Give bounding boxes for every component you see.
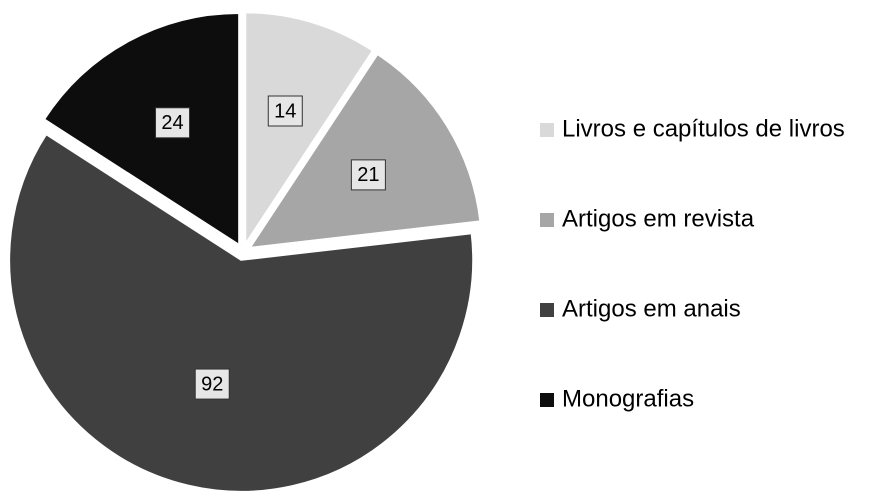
legend-swatch [540,213,554,227]
data-label-box [350,159,386,191]
data-label-box [194,368,230,400]
legend-label: Artigos em revista [562,205,755,232]
legend-label: Artigos em anais [562,295,741,322]
pie-slice [247,52,482,250]
pie-slice [244,11,375,248]
data-label: 24 [161,112,183,134]
data-label-box [155,107,191,139]
pie-slice [8,132,475,493]
data-label-box [267,95,303,127]
legend-swatch [540,303,554,317]
legend-swatch [540,393,554,407]
legend-swatch [540,123,554,137]
data-label: 92 [201,373,223,395]
pie-slice [42,11,241,247]
legend-label: Monografias [562,385,694,412]
data-label: 21 [357,164,379,186]
data-label: 14 [274,100,296,122]
legend-label: Livros e capítulos de livros [562,115,845,142]
